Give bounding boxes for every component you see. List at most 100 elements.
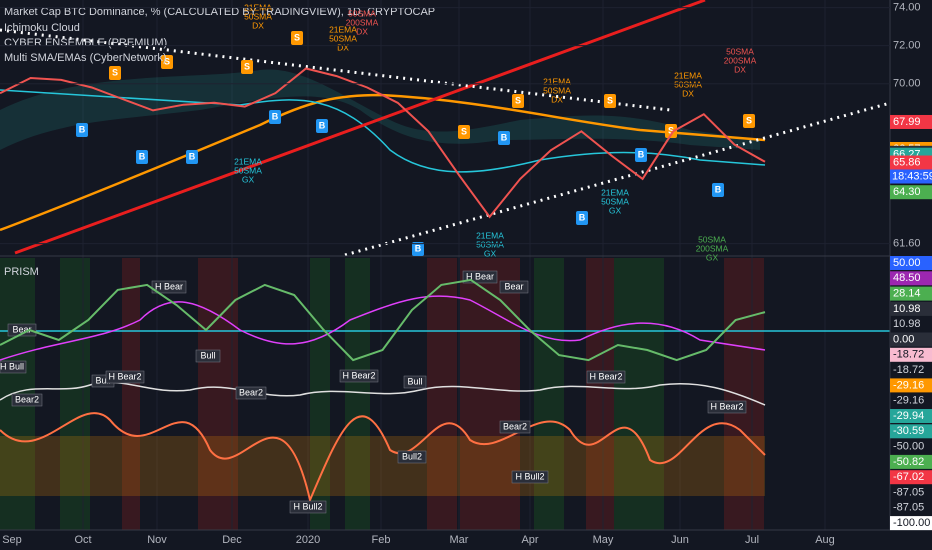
price-badge-label: 64.30 — [893, 186, 921, 198]
annotation: 50SMA — [543, 85, 571, 95]
y-tick-label: 72.00 — [893, 40, 921, 52]
prism-label: H Bear2 — [710, 401, 743, 411]
annotation: GX — [484, 248, 497, 258]
annotation: 21EMA — [234, 156, 262, 166]
axis-label: 0.00 — [893, 333, 914, 345]
indicator-legend: CYBER ENSEMBLE (PREMIUM) — [4, 37, 167, 49]
axis-label: -50.00 — [893, 441, 924, 453]
series-line — [0, 67, 766, 219]
axis-badge — [890, 347, 932, 362]
buy-signal: B — [638, 149, 645, 159]
sell-signal: S — [515, 95, 521, 105]
axis-badge — [890, 470, 932, 485]
axis-badge — [890, 424, 932, 439]
buy-signal: B — [79, 124, 86, 134]
axis-label: -18.72 — [893, 364, 924, 376]
buy-signal: B — [501, 132, 508, 142]
annotation: GX — [242, 174, 255, 184]
prism-label: H Bull2 — [515, 471, 544, 481]
prism-label: H Bear2 — [342, 370, 375, 380]
axis-badge — [890, 301, 932, 316]
signals: S S S S S S S S S B B B B B B B B B B — [76, 31, 755, 256]
chart-title: Market Cap BTC Dominance, % (CALCULATED … — [4, 6, 435, 18]
price-badge — [890, 185, 932, 200]
annotation: DX — [734, 64, 746, 74]
x-tick-label: Dec — [222, 534, 242, 546]
buy-signal: B — [272, 111, 279, 121]
annotation: 21EMA — [329, 24, 357, 34]
x-tick-label: 2020 — [296, 534, 320, 546]
prism-label: Bear — [12, 324, 31, 334]
axis-label: -87.05 — [893, 502, 924, 514]
buy-signal: B — [319, 120, 326, 130]
x-tick-label: Sep — [2, 534, 22, 546]
price-badge-label: 65.86 — [893, 156, 921, 168]
x-tick-label: Apr — [521, 534, 538, 546]
sell-signal: S — [244, 61, 250, 71]
axis-label: -87.05 — [893, 486, 924, 498]
grid — [82, 0, 826, 530]
signal-line — [0, 295, 766, 361]
annotation: GX — [706, 252, 719, 262]
series-line — [0, 278, 766, 362]
prism-label: Bull — [200, 350, 215, 360]
x-tick-label: Jun — [671, 534, 689, 546]
indicator-legend: Multi SMA/EMAs (CyberNetwork) — [4, 52, 167, 64]
annotation: DX — [551, 94, 563, 104]
annotation: 200SMA — [724, 55, 757, 65]
axis-label: -29.16 — [893, 395, 924, 407]
frame — [0, 0, 890, 2]
annotation: 50SMA — [244, 11, 272, 21]
annotation: DX — [337, 42, 349, 52]
buy-signal: B — [415, 243, 422, 253]
price-badge-label: 67.99 — [893, 116, 921, 128]
price-badge — [890, 155, 932, 170]
buy-signal: B — [579, 212, 586, 222]
sma-200 — [0, 93, 766, 232]
axis-label: 28.14 — [893, 288, 921, 300]
y-tick-label: 70.00 — [893, 78, 921, 90]
regime-bands — [0, 258, 764, 530]
axis-label: 50.00 — [893, 257, 921, 269]
prism-label: Bear2 — [15, 394, 39, 404]
prism-label: H Bear2 — [108, 371, 141, 381]
zone — [0, 436, 765, 496]
axis-badge — [890, 454, 932, 469]
buy-signal: B — [715, 184, 722, 194]
annotation: 200SMA — [696, 243, 729, 253]
axis-label: -100.00 — [893, 517, 930, 529]
annotation: 50SMA — [329, 33, 357, 43]
axis-badge — [890, 516, 932, 531]
axis-badge — [890, 286, 932, 301]
x-tick-label: Mar — [450, 534, 469, 546]
annotation: DX — [682, 88, 694, 98]
annotation: 21EMA — [543, 76, 571, 86]
axis-badge — [890, 271, 932, 286]
annotation: 50SMA — [698, 234, 726, 244]
annotation: 50SMA — [348, 8, 376, 18]
prism-label: H Bear — [466, 271, 494, 281]
axis-label: -67.02 — [893, 471, 924, 483]
buy-signal: B — [139, 151, 146, 161]
prism-label: H Bear — [155, 281, 183, 291]
annotation: 50SMA — [674, 79, 702, 89]
sell-signal: S — [668, 125, 674, 135]
indicator-legend: Ichimoku Cloud — [4, 22, 80, 34]
sell-signal: S — [294, 32, 300, 42]
sell-signal: S — [112, 67, 118, 77]
trend-line — [0, 28, 671, 112]
annotation: DX — [356, 26, 368, 36]
sell-signal: S — [461, 126, 467, 136]
annotation: 21EMA — [476, 230, 504, 240]
prism-label: Bear2 — [503, 421, 527, 431]
sell-signal: S — [746, 115, 752, 125]
annotation: 200SMA — [346, 17, 379, 27]
price-badge — [890, 114, 932, 129]
annotation: DX — [252, 20, 264, 30]
annotation: 50SMA — [726, 46, 754, 56]
axis-label: -29.94 — [893, 410, 924, 422]
prism-label: Bear2 — [239, 387, 263, 397]
prism-label: H Bull — [0, 361, 24, 371]
prism-label: H Bear2 — [589, 371, 622, 381]
